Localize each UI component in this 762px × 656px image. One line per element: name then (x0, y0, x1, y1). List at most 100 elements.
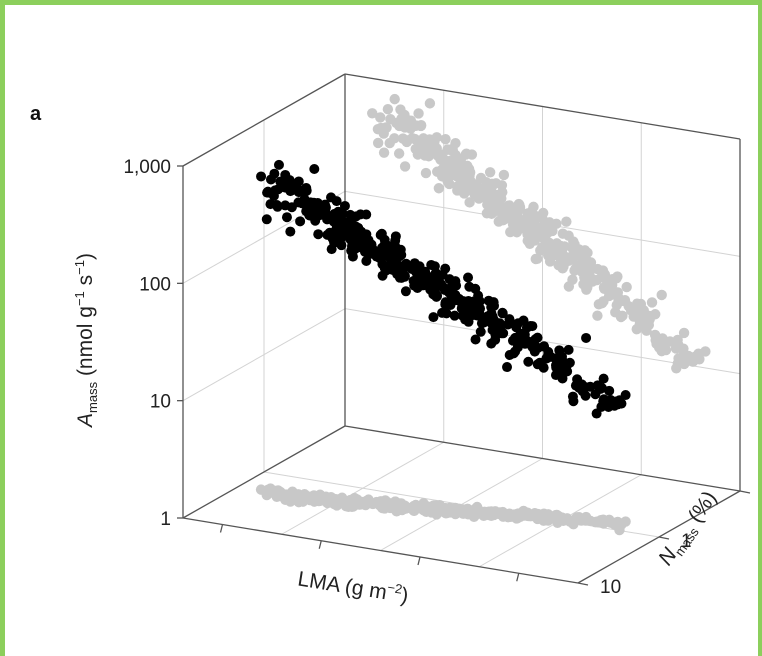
data-point-dense (475, 303, 486, 314)
data-point-dense (349, 244, 360, 255)
data-point-dense (498, 328, 509, 339)
y-tick-label: 1 (160, 509, 171, 530)
y-label-sub: mass (85, 381, 100, 413)
floor-projection-point (616, 519, 627, 530)
data-point-dense (326, 244, 337, 255)
data-point-dense (320, 206, 331, 217)
data-point-dense (256, 171, 267, 182)
box-edge (344, 425, 741, 492)
back-wall-projection-point (395, 104, 406, 115)
data-point-dense (470, 334, 481, 345)
back-wall-projection-point (444, 178, 455, 190)
floor-projection-point (313, 491, 324, 502)
data-point-dense (337, 208, 348, 219)
data-point-dense (305, 200, 316, 211)
back-wall-projection-point (519, 219, 530, 230)
y-label-mid: s (74, 275, 97, 291)
y-label-sup1: −1 (72, 291, 87, 306)
data-point-dense (420, 275, 431, 286)
x-axis-label: LMA (g m−2) (296, 566, 410, 608)
back-wall-projection-point (611, 299, 622, 311)
axis-edges (177, 73, 751, 586)
back-wall-projection-point (524, 238, 536, 250)
z-tick-label: 1 (681, 531, 692, 552)
back-wall-projection-point (446, 158, 457, 170)
data-point-dense (329, 213, 340, 224)
data-point-dense (339, 200, 350, 211)
y-tick-label: 10 (150, 392, 171, 413)
data-point-dense (261, 214, 272, 225)
back-wall-projection-point (592, 310, 603, 321)
data-point-dense (358, 240, 369, 251)
data-point-dense (603, 401, 614, 412)
panel-label: a (30, 103, 42, 125)
back-wall-projection-point (526, 206, 538, 217)
data-point-dense (361, 256, 372, 267)
data-point-dense (522, 336, 533, 347)
back-wall-projection-point (567, 274, 578, 285)
x-tick-mark (417, 556, 421, 566)
back-wall-projection-point (450, 137, 461, 149)
data-point-dense (356, 226, 367, 237)
data-point-dense (399, 270, 410, 281)
data-point-dense (366, 239, 377, 250)
back-wall-projection-point (528, 216, 540, 227)
data-point-dense (543, 346, 554, 357)
back-wall-projection-point (393, 148, 405, 159)
z-tick-mark (577, 582, 589, 586)
back-wall-projection-point (612, 271, 623, 282)
data-point-dense (263, 187, 274, 198)
data-point-dense (345, 209, 356, 220)
back-wall-projection-point (537, 207, 549, 219)
back-wall-projection-point (541, 244, 553, 256)
x-label-main: LMA (g m (296, 567, 388, 604)
back-wall-projection-point (401, 136, 413, 148)
data-point-dense (428, 312, 439, 323)
data-point-dense (530, 334, 541, 345)
back-wall-projection-point (509, 204, 521, 216)
back-wall-projection-point (656, 289, 667, 301)
back-wall-projection-point (378, 147, 390, 158)
back-wall-projection-point (413, 108, 424, 119)
z-tick-mark (739, 490, 751, 494)
floor-projection-point (445, 504, 456, 516)
data-point-dense (551, 353, 562, 364)
back-wall-projection-point (544, 256, 556, 267)
x-tick-mark (516, 573, 520, 582)
floor-projection-point (377, 502, 388, 514)
back-wall-projection-point (631, 323, 642, 335)
back-wall-projection-point (649, 329, 661, 341)
back-wall-projection-point (431, 143, 442, 154)
data-point-dense (400, 286, 411, 297)
floor-projection-point (286, 492, 298, 503)
back-wall-projection-point (591, 274, 603, 286)
back-wall-projection-point (440, 134, 451, 145)
data-point-dense (295, 216, 306, 227)
data-point-dense (598, 373, 609, 384)
y-label-rest: (nmol g (74, 306, 97, 382)
back-wall-projection-point (694, 354, 705, 365)
data-point-dense (441, 308, 452, 319)
back-wall-projection-point (424, 98, 436, 109)
back-wall-projection-point (405, 118, 416, 129)
back-wall-projection-point (575, 251, 586, 262)
z-tick-mark (658, 536, 670, 540)
back-wall-projection-point (381, 122, 392, 133)
data-point-dense (557, 373, 568, 384)
data-point-dense (493, 318, 504, 329)
back-wall-projection-point (579, 272, 590, 284)
back-wall-projection-point (433, 183, 445, 194)
data-point-dense (523, 356, 534, 367)
back-wall-projection-point (679, 358, 690, 370)
z-tick-label: 10 (600, 577, 621, 598)
back-wall-projection-point (484, 167, 496, 178)
data-point-dense (532, 359, 543, 370)
data-point-dense (563, 344, 574, 355)
back-wall-projection-point (615, 311, 627, 323)
data-point-dense (348, 220, 359, 231)
x-label-end: ) (399, 584, 410, 608)
data-point-dense (336, 240, 347, 251)
back-wall-projection-point (672, 340, 683, 351)
data-point-dense (285, 226, 296, 237)
box-edge (344, 73, 741, 140)
